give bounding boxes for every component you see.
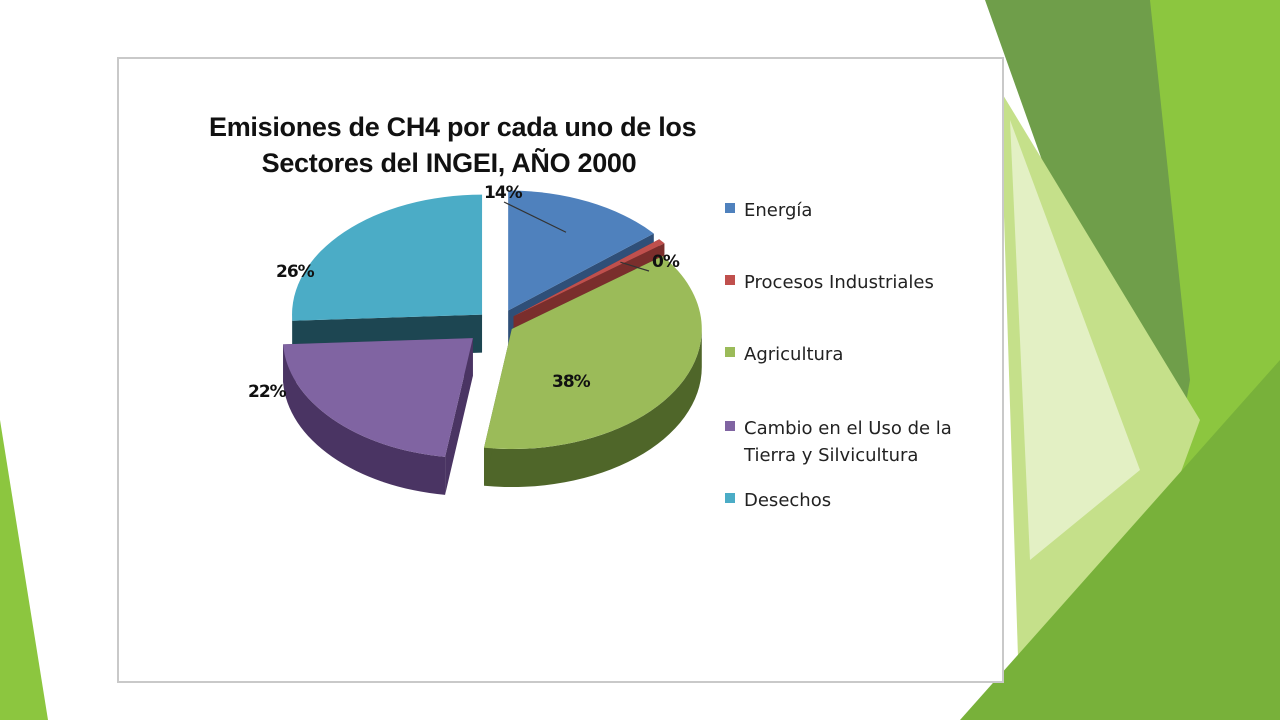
pie-chart (283, 190, 702, 495)
pie-slice-wall-agricultura (484, 329, 702, 488)
leader-line-procesos-industriales (620, 261, 650, 272)
pie-slice-wall-cambio-uso-tierra (283, 344, 446, 495)
data-label-procesos-industriales: 0% (652, 252, 680, 272)
pie-slice-cambio-uso-tierra (283, 338, 473, 457)
chart-title-line-2: Sectores del INGEI, AÑO 2000 (261, 148, 637, 178)
legend-item-cambio-uso-tierra: Cambio en el Uso de la Tierra y Silvicul… (725, 415, 995, 469)
bg-shard-left (0, 420, 48, 720)
legend-swatch-energia (725, 203, 735, 213)
legend-label-cambio-uso-tierra: Cambio en el Uso de la Tierra y Silvicul… (744, 418, 952, 466)
legend-item-energia: Energía (725, 197, 995, 224)
data-label-energia: 14% (484, 183, 523, 203)
legend-item-procesos-industriales: Procesos Industriales (725, 269, 995, 296)
legend-swatch-cambio-uso-tierra (725, 421, 735, 431)
pie-slice-edge-cambio-uso-tierra-0 (445, 338, 473, 495)
legend-label-agricultura: Agricultura (744, 344, 844, 365)
pie-slice-agricultura (484, 256, 702, 450)
legend-label-energia: Energía (744, 200, 813, 221)
pie-slice-procesos-industriales (513, 239, 665, 317)
leader-line-energia (503, 201, 567, 233)
legend-label-procesos-industriales: Procesos Industriales (744, 272, 934, 293)
legend-label-desechos: Desechos (744, 490, 832, 511)
legend-item-agricultura: Agricultura (725, 341, 995, 368)
legend-swatch-procesos-industriales (725, 275, 735, 285)
legend-item-desechos: Desechos (725, 487, 995, 514)
data-label-desechos: 26% (276, 262, 315, 282)
bg-shard-right-pale (1010, 120, 1140, 560)
data-label-agricultura: 38% (552, 372, 591, 392)
chart-frame: Emisiones de CH4 por cada uno de los Sec… (117, 57, 1004, 683)
chart-title: Emisiones de CH4 por cada uno de los Sec… (209, 109, 697, 181)
legend-swatch-agricultura (725, 347, 735, 357)
data-label-cambio-uso-tierra: 22% (248, 382, 287, 402)
pie-slice-desechos (292, 194, 483, 321)
chart-title-line-1: Emisiones de CH4 por cada uno de los (209, 112, 697, 142)
bg-shard-bottom-green (960, 360, 1280, 720)
legend-swatch-desechos (725, 493, 735, 503)
pie-slice-energia (508, 190, 654, 311)
